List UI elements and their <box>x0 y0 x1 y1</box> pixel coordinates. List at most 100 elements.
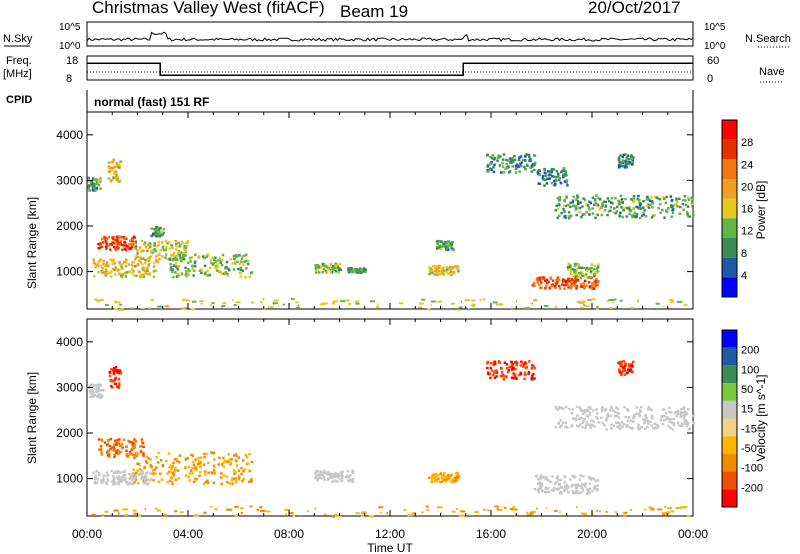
echo-cell <box>199 466 202 469</box>
power-panel-frame <box>86 111 694 310</box>
echo-cell <box>581 421 584 425</box>
echo-cell <box>638 216 642 220</box>
echo-cell <box>514 376 517 379</box>
echo-cell <box>692 421 695 425</box>
echo-cell <box>631 370 634 374</box>
echo-cell <box>114 176 118 179</box>
echo-cell <box>341 476 344 480</box>
echo-cell <box>615 210 619 213</box>
echo-cell <box>240 467 243 470</box>
echo-cell <box>136 469 139 472</box>
ground-echo <box>337 514 341 517</box>
ground-echo <box>380 511 382 514</box>
ground-echo <box>474 511 479 513</box>
echo-cell <box>583 213 586 216</box>
echo-cell <box>540 474 543 477</box>
echo-cell <box>507 159 510 162</box>
echo-cell <box>630 157 634 160</box>
echo-cell <box>119 444 123 447</box>
echo-cell <box>95 384 98 387</box>
echo-cell <box>619 201 622 204</box>
ground-echo <box>579 302 585 305</box>
echo-cell <box>151 251 154 255</box>
echo-cell <box>134 478 138 482</box>
ground-echo <box>554 305 557 308</box>
echo-cell <box>581 409 585 413</box>
echo-cell <box>105 261 109 264</box>
echo-cell <box>457 265 460 268</box>
colorbar-segment <box>722 159 737 179</box>
echo-cell <box>571 201 575 204</box>
echo-cell <box>565 173 568 177</box>
echo-cell <box>112 372 116 376</box>
echo-cell <box>211 263 215 267</box>
echo-cell <box>596 279 600 283</box>
echo-cell <box>645 198 648 201</box>
echo-cell <box>239 272 243 275</box>
echo-cell <box>587 206 590 209</box>
echo-cell <box>238 262 242 265</box>
ground-echo <box>398 302 404 305</box>
echo-cell <box>195 467 198 470</box>
echo-cell <box>152 248 156 252</box>
echo-cell <box>585 269 589 273</box>
ground-echo <box>249 505 253 508</box>
echo-cell <box>204 473 207 476</box>
echo-cell <box>614 411 617 414</box>
echo-cell <box>586 409 590 412</box>
echo-cell <box>135 254 138 257</box>
echo-cell <box>567 277 571 281</box>
echo-cell <box>591 196 595 200</box>
echo-cell <box>508 171 511 174</box>
echo-cell <box>510 376 514 379</box>
echo-cell <box>514 373 517 376</box>
echo-cell <box>603 423 606 427</box>
ground-echo <box>259 506 263 509</box>
echo-cell <box>346 469 350 473</box>
echo-cell <box>205 274 209 277</box>
echo-cell <box>668 420 671 424</box>
echo-cell <box>109 161 112 164</box>
ground-echo <box>361 511 367 514</box>
echo-cell <box>493 163 496 166</box>
ground-echo <box>585 305 590 308</box>
echo-cell <box>620 360 623 364</box>
echo-cell <box>106 478 110 481</box>
ground-echo <box>421 298 426 301</box>
echo-cell <box>130 440 133 444</box>
echo-cell <box>556 207 560 211</box>
echo-cell <box>133 265 137 268</box>
echo-cell <box>555 407 558 410</box>
ground-echo <box>579 300 586 303</box>
echo-cell <box>143 475 146 479</box>
echo-cell <box>680 424 683 427</box>
echo-cell <box>624 153 627 156</box>
echo-cell <box>146 269 149 273</box>
echo-cell <box>185 456 188 460</box>
echo-cell <box>565 196 568 200</box>
echo-cell <box>570 425 573 428</box>
echo-cell <box>156 461 160 464</box>
echo-cell <box>594 280 598 284</box>
echo-cell <box>447 244 450 247</box>
echo-cell <box>571 483 574 487</box>
echo-cell <box>688 215 691 218</box>
noise-tick-right-bottom: 10^0 <box>704 41 726 52</box>
echo-cell <box>574 206 578 210</box>
echo-cell <box>93 482 97 485</box>
echo-cell <box>687 215 690 218</box>
echo-cell <box>592 486 596 490</box>
echo-cell <box>323 475 326 479</box>
echo-cell <box>235 255 238 258</box>
echo-cell <box>187 272 190 275</box>
echo-cell <box>624 162 628 165</box>
echo-cell <box>559 406 562 410</box>
echo-cell <box>617 199 620 203</box>
echo-cell <box>166 242 169 245</box>
echo-cell <box>620 198 624 201</box>
echo-cell <box>117 180 120 183</box>
echo-cell <box>316 479 319 482</box>
echo-cell <box>198 470 202 474</box>
echo-cell <box>327 473 330 476</box>
echo-cell <box>150 466 154 469</box>
